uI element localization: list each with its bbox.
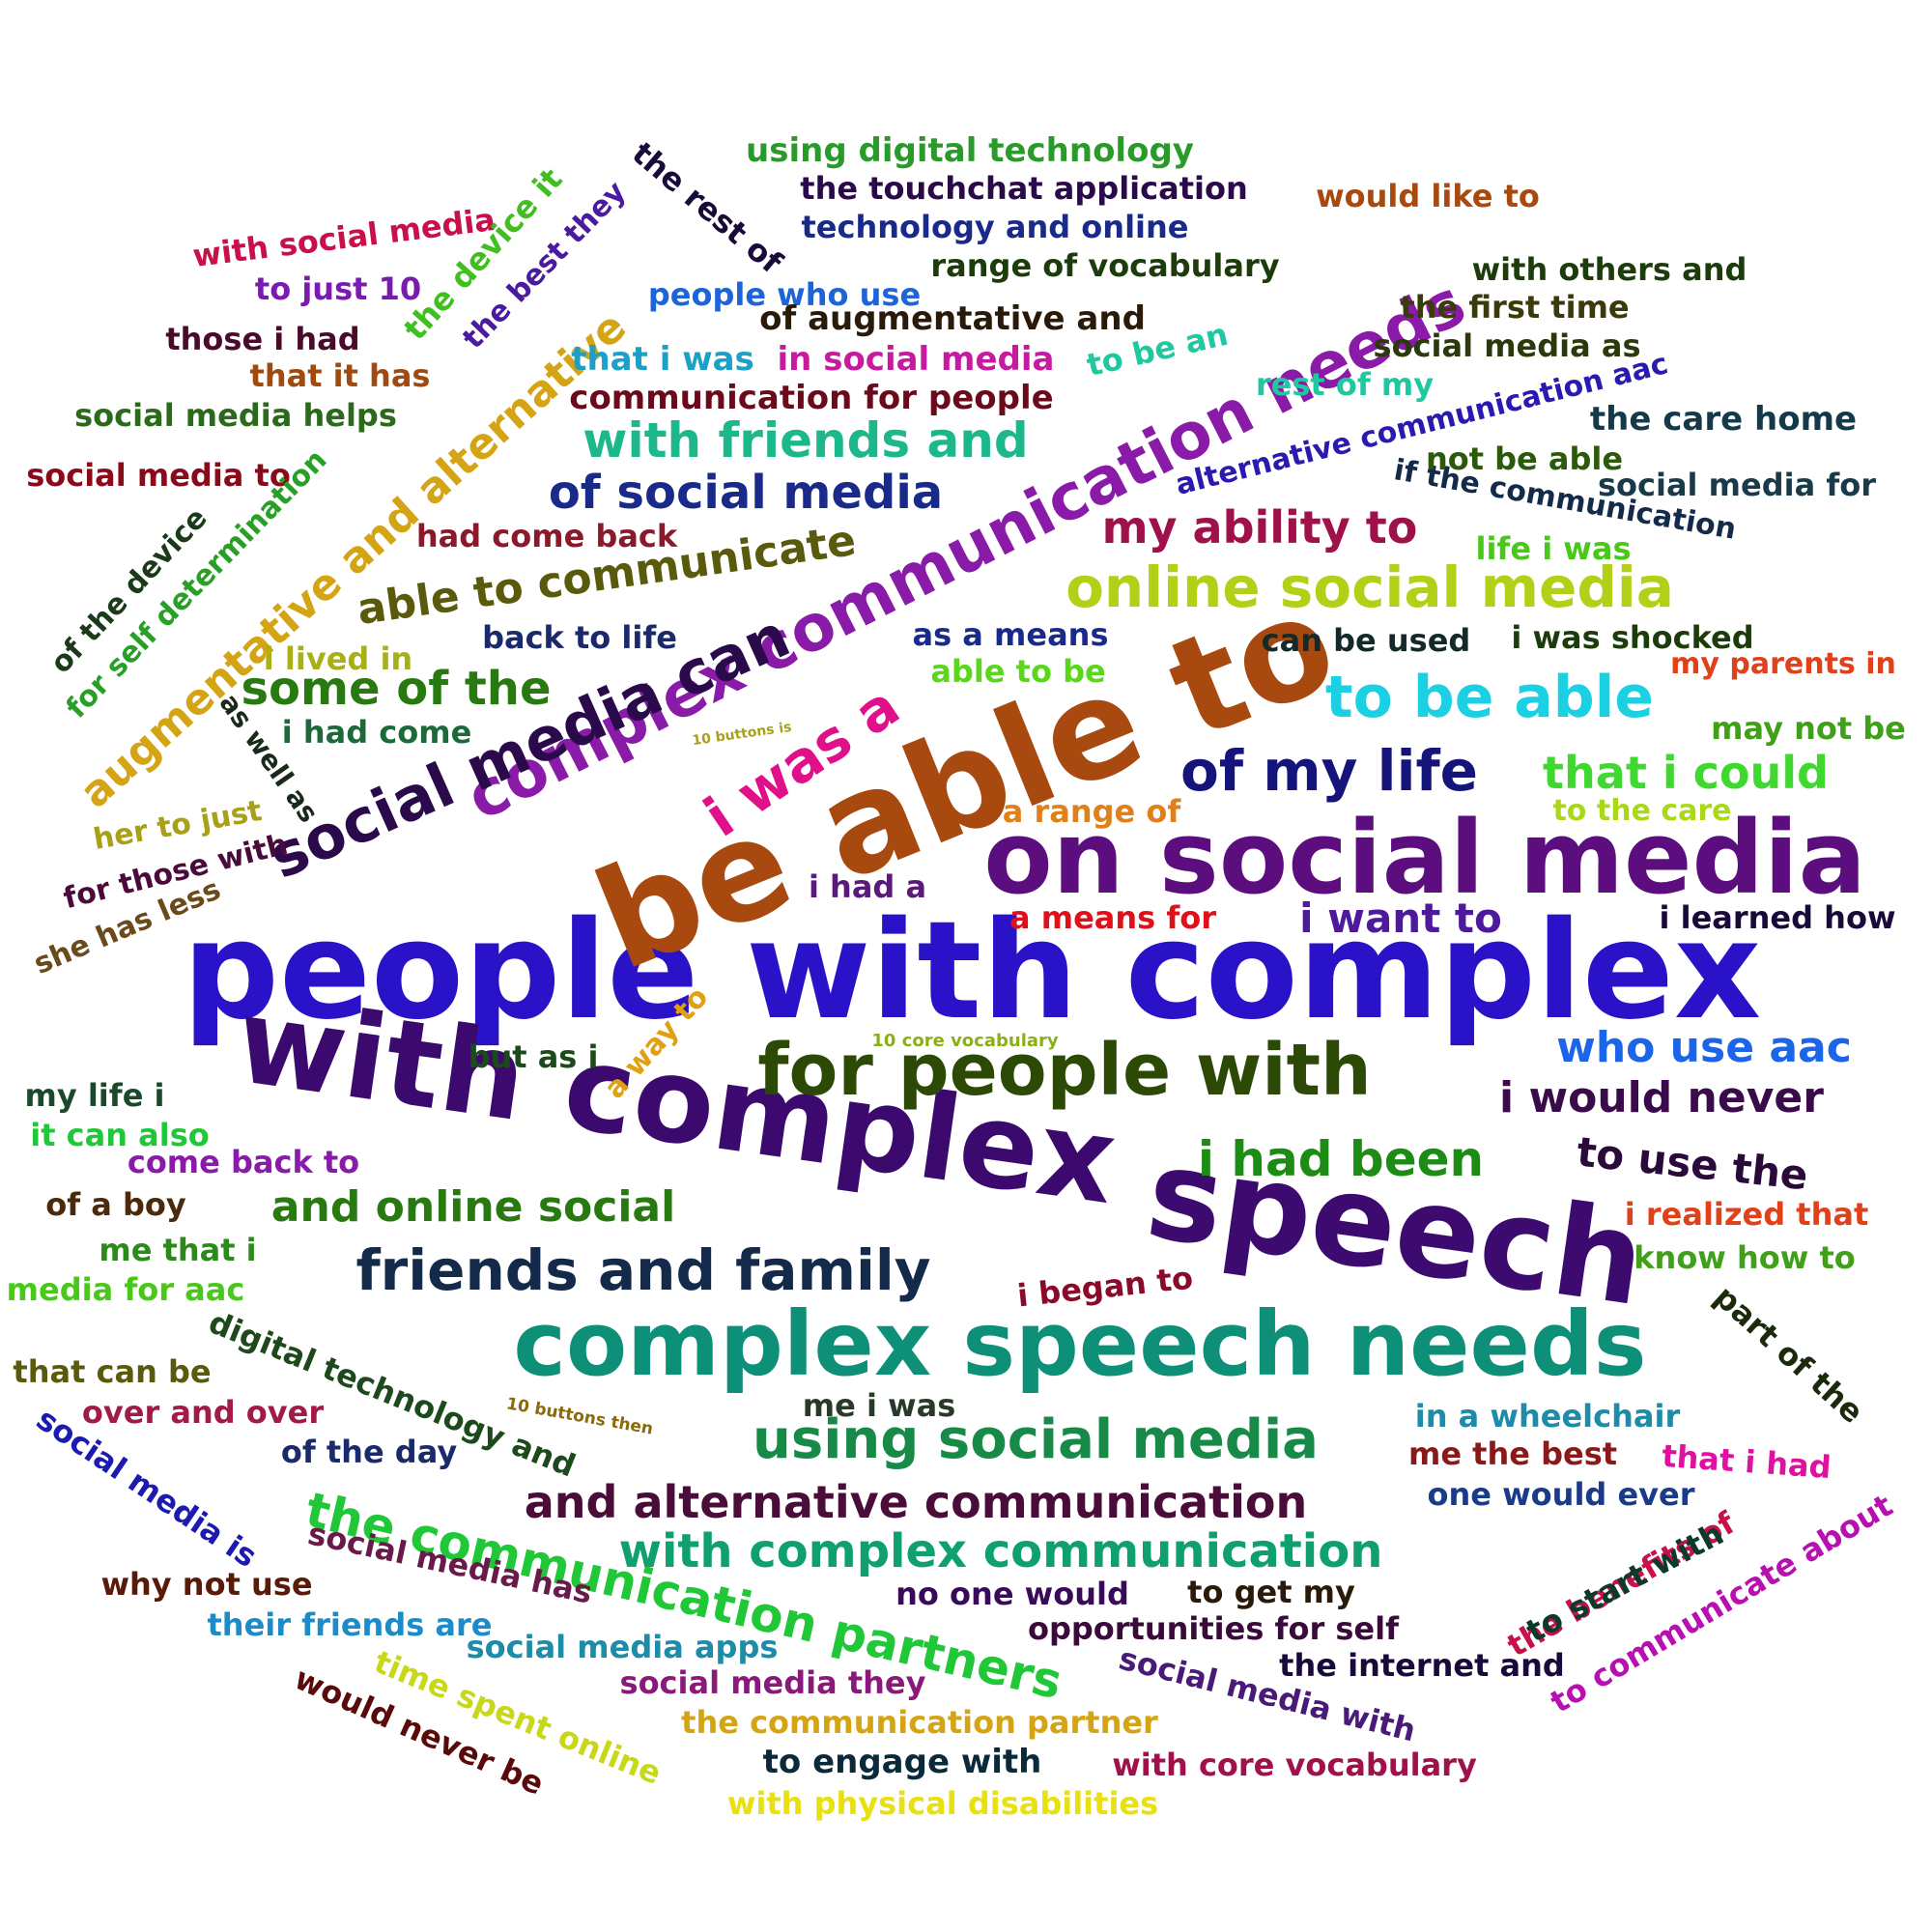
phrase: social media helps	[74, 397, 397, 434]
phrase: their friends are	[207, 1606, 493, 1643]
phrase: with core vocabulary	[1112, 1747, 1477, 1783]
phrase: the care home	[1589, 400, 1858, 439]
phrase: know how to	[1634, 1239, 1856, 1276]
phrase: social media they	[619, 1664, 926, 1701]
phrase: using digital technology	[746, 131, 1194, 170]
phrase: why not use	[100, 1566, 313, 1603]
phrase: a means for	[1009, 899, 1217, 936]
phrase: online social media	[1065, 554, 1674, 620]
phrase: opportunities for self	[1027, 1610, 1400, 1647]
phrase: social media to	[26, 457, 291, 494]
phrase: people who use	[647, 276, 922, 313]
phrase: with friends and	[582, 412, 1029, 469]
phrase: would like to	[1316, 178, 1540, 214]
phrase: my ability to	[1101, 501, 1418, 554]
phrase: may not be	[1711, 710, 1906, 747]
phrase: complex speech needs	[513, 1293, 1647, 1396]
phrase: to get my	[1187, 1574, 1355, 1610]
phrase: my life i	[24, 1077, 165, 1114]
phrase: the touchchat application	[800, 170, 1248, 207]
phrase: i realized that	[1624, 1196, 1869, 1233]
phrase: with others and	[1471, 251, 1747, 288]
phrase: not be able	[1425, 440, 1624, 477]
phrase: who use aac	[1556, 1023, 1852, 1072]
phrase: life i was	[1475, 530, 1632, 567]
phrase: me that i	[99, 1232, 257, 1268]
phrase: a range of	[1002, 793, 1181, 830]
phrase: can be used	[1261, 622, 1471, 659]
phrase: rest of my	[1255, 366, 1435, 403]
phrase: people with complex	[182, 893, 1762, 1050]
phrase: i had a	[808, 868, 927, 905]
phrase: able to be	[930, 653, 1106, 690]
phrase: i had been	[1197, 1131, 1485, 1187]
phrase: some of the	[241, 662, 552, 716]
phrase: it can also	[30, 1117, 210, 1153]
phrase: i learned how	[1659, 899, 1896, 936]
phrase: had come back	[415, 518, 678, 554]
phrase: and online social	[270, 1182, 676, 1232]
phrase: back to life	[482, 619, 677, 656]
phrase: to engage with	[762, 1743, 1042, 1781]
phrase: those i had	[165, 321, 360, 357]
phrase: with complex communication	[618, 1524, 1383, 1578]
phrase: in social media	[777, 340, 1055, 379]
phrase: as a means	[912, 616, 1109, 653]
phrase: but as i	[468, 1038, 599, 1075]
phrase: of a boy	[45, 1186, 186, 1223]
phrase: media for aac	[6, 1271, 245, 1308]
phrase: of social media	[548, 466, 944, 520]
phrase: friends and family	[355, 1237, 931, 1303]
phrase: in a wheelchair	[1414, 1398, 1681, 1435]
phrase: the internet and	[1279, 1647, 1565, 1684]
phrase: on social media	[983, 799, 1866, 917]
phrase: one would ever	[1427, 1476, 1695, 1513]
phrase: and alternative communication	[524, 1476, 1308, 1528]
phrase: communication for people	[569, 379, 1054, 417]
phrase: social media as	[1373, 327, 1641, 364]
phrase: that it has	[249, 357, 431, 394]
phrase: that can be	[13, 1353, 212, 1390]
phrase: for people with	[757, 1029, 1372, 1112]
phrase: with physical disabilities	[726, 1785, 1159, 1822]
phrase: of my life	[1179, 738, 1479, 804]
phrase: i want to	[1299, 895, 1502, 942]
phrase: me i was	[802, 1387, 956, 1424]
phrase: over and over	[81, 1394, 325, 1431]
phrase: part of the	[1707, 1278, 1871, 1431]
phrase: using social media	[753, 1408, 1319, 1471]
phrase: the first time	[1400, 289, 1630, 326]
phrase: come back to	[127, 1144, 360, 1180]
phrase: to just 10	[254, 270, 422, 307]
phrase: i lived in	[263, 640, 413, 677]
phrase: i had come	[281, 714, 472, 751]
phrase: social media for	[1597, 467, 1877, 503]
phrase: social media apps	[466, 1629, 779, 1665]
phrase: of the day	[280, 1434, 458, 1470]
phrase: that i could	[1543, 747, 1829, 799]
phrase: of augmentative and	[759, 299, 1146, 338]
phrase: to the care	[1552, 794, 1732, 828]
phrase: i would never	[1499, 1073, 1824, 1122]
phrase: 10 core vocabulary	[871, 1031, 1059, 1051]
phrase: i was shocked	[1511, 619, 1754, 656]
phrase: technology and online	[801, 209, 1189, 245]
phrase: my parents in	[1670, 647, 1896, 681]
phrase: the communication partner	[681, 1704, 1158, 1741]
phrase: to be able	[1324, 664, 1655, 731]
phrase: that i was	[571, 340, 754, 379]
phrase: me the best	[1407, 1435, 1618, 1472]
phrase: no one would	[895, 1576, 1129, 1612]
phrase: range of vocabulary	[930, 247, 1280, 284]
